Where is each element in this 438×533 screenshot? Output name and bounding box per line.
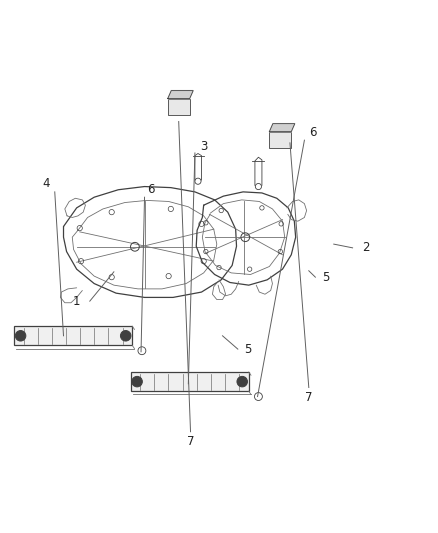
Text: 7: 7	[305, 391, 313, 403]
Text: 2: 2	[362, 241, 370, 254]
FancyBboxPatch shape	[131, 372, 249, 391]
FancyBboxPatch shape	[14, 326, 132, 345]
Text: 6: 6	[147, 183, 155, 196]
Circle shape	[120, 330, 131, 341]
Circle shape	[132, 376, 142, 387]
Text: 7: 7	[187, 435, 194, 448]
Text: 3: 3	[200, 140, 207, 153]
Polygon shape	[269, 124, 295, 132]
Text: 5: 5	[244, 343, 251, 356]
Circle shape	[15, 330, 26, 341]
Text: 5: 5	[323, 271, 330, 284]
Bar	[269, 132, 291, 148]
Text: 6: 6	[309, 126, 317, 139]
Bar	[168, 99, 190, 115]
Text: 1: 1	[73, 295, 81, 308]
Polygon shape	[168, 91, 193, 99]
Circle shape	[237, 376, 247, 387]
Text: 4: 4	[42, 177, 50, 190]
